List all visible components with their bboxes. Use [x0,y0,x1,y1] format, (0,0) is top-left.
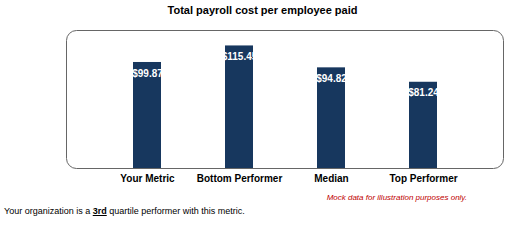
svg-text:$115.45: $115.45 [222,51,258,62]
html-text:Total payroll cost per employe: Total payroll cost per employee paid [167,4,358,16]
svg-text:Your Metric: Your Metric [120,173,175,184]
svg-text:Top Performer: Top Performer [389,173,457,184]
svg-text:Bottom Performer: Bottom Performer [197,173,283,184]
svg-text:$99.87: $99.87 [132,68,163,79]
html-text:Your organization is a 3rd qua: Your organization is a 3rd quartile perf… [4,206,245,216]
svg-text:$81.24: $81.24 [408,87,439,98]
svg-text:Median: Median [314,173,348,184]
svg-text:$94.82: $94.82 [316,73,347,84]
html-text:Mock data for illustration pur: Mock data for illustration purposes only… [326,193,467,202]
